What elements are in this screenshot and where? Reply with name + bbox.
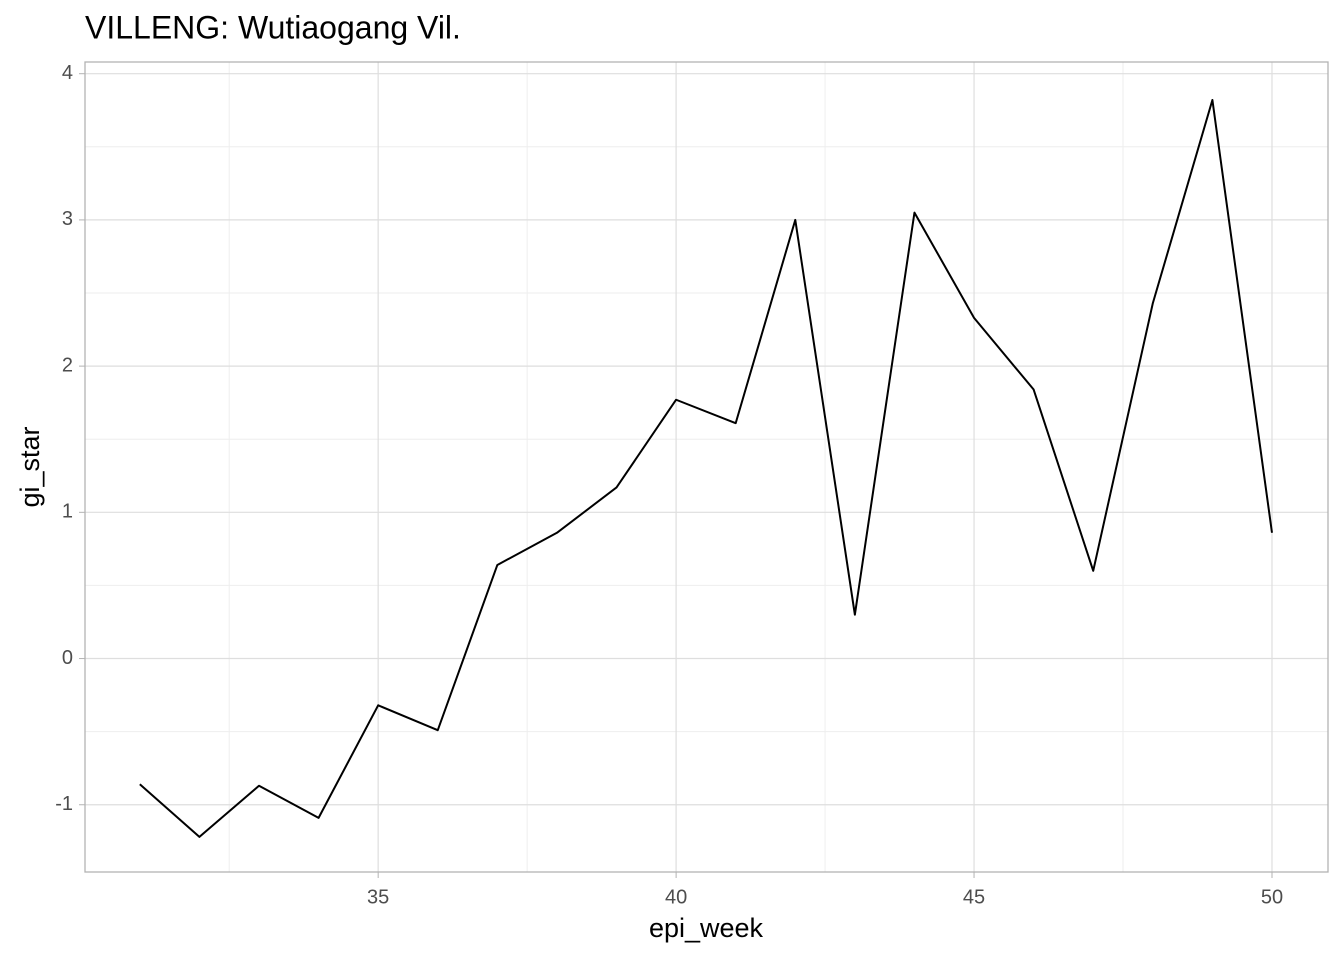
x-tick-label: 35 [367,886,389,908]
y-tick-label: 1 [62,501,73,523]
y-tick-label: 3 [62,208,73,230]
x-tick-label: 45 [963,886,985,908]
y-tick-label: 4 [62,62,73,84]
y-tick-label: 0 [62,647,73,669]
line-series [139,99,1273,838]
y-axis-label: gi_star [15,426,45,507]
y-tick-label: 2 [62,354,73,376]
chart-title: VILLENG: Wutiaogang Vil. [85,9,461,45]
y-tick-label: -1 [55,793,73,815]
panel-border [84,61,1329,873]
x-axis-label: epi_week [649,913,764,943]
x-tick-label: 50 [1261,886,1283,908]
x-tick-label: 40 [665,886,687,908]
